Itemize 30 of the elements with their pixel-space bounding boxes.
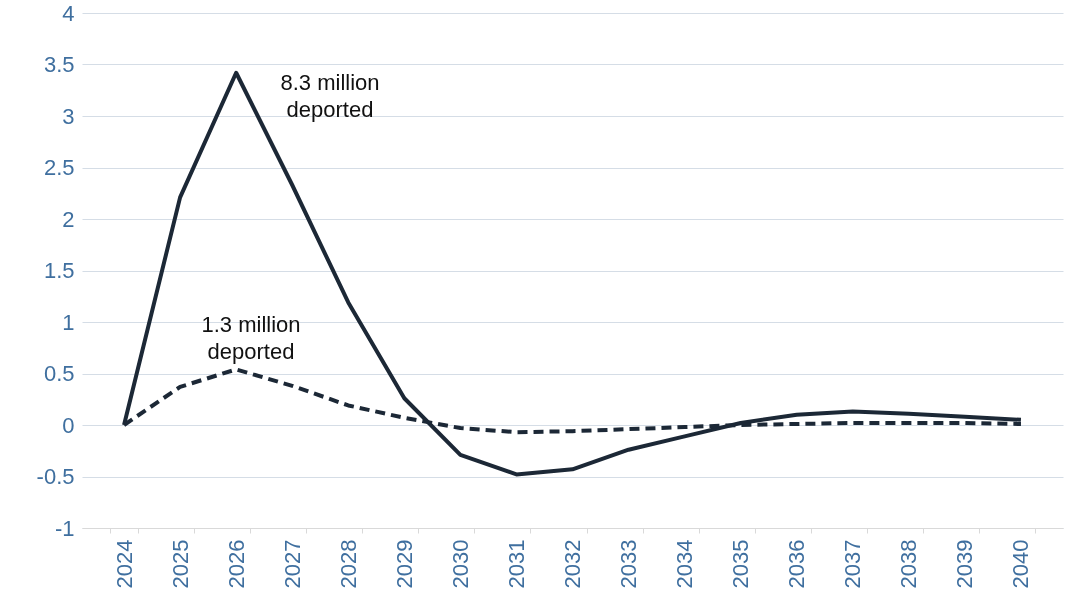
x-tick-label: 2029 bbox=[391, 539, 417, 589]
y-tick-label: 1.5 bbox=[43, 258, 75, 283]
annotation: 8.3 million deported bbox=[280, 70, 380, 122]
y-tick-label: 0.5 bbox=[43, 361, 75, 386]
x-tick-label: 2025 bbox=[167, 539, 193, 589]
y-tick-label: -0.5 bbox=[36, 464, 75, 489]
y-tick-label: 1 bbox=[62, 309, 75, 335]
y-tick-label: 2.5 bbox=[43, 155, 75, 180]
x-tick-label: 2035 bbox=[728, 539, 754, 589]
x-tick-label: 2030 bbox=[447, 539, 473, 589]
x-tick-label: 2036 bbox=[784, 539, 810, 589]
x-tick-label: 2033 bbox=[616, 539, 642, 589]
y-tick-label: -1 bbox=[54, 515, 75, 541]
x-tick-label: 2031 bbox=[503, 539, 529, 589]
y-tick-label: 2 bbox=[62, 206, 75, 232]
x-tick-label: 2037 bbox=[840, 539, 866, 589]
y-tick-label: 3.5 bbox=[43, 52, 75, 77]
y-tick-label: 0 bbox=[62, 412, 75, 438]
x-tick-label: 2034 bbox=[672, 539, 698, 589]
x-tick-label: 2038 bbox=[896, 539, 922, 589]
x-tick-label: 2032 bbox=[560, 539, 585, 589]
x-tick-label: 2024 bbox=[111, 539, 137, 589]
x-tick-label: 2028 bbox=[335, 539, 361, 589]
x-tick-label: 2026 bbox=[223, 539, 249, 589]
y-tick-label: 4 bbox=[62, 0, 75, 26]
annotation: 1.3 million deported bbox=[201, 312, 301, 364]
x-tick-label: 2040 bbox=[1008, 539, 1034, 589]
y-tick-label: 3 bbox=[62, 103, 75, 129]
x-tick-label: 2039 bbox=[952, 539, 978, 589]
x-tick-label: 2027 bbox=[279, 539, 305, 589]
